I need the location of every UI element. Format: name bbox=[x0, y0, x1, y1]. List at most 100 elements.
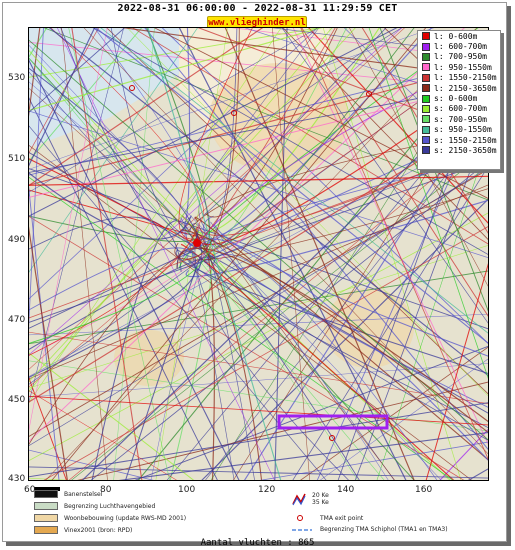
flight-track bbox=[118, 432, 488, 480]
legend-label: s: 0-600m bbox=[434, 94, 478, 104]
flight-track bbox=[212, 252, 451, 480]
x-tick: 100 bbox=[178, 485, 196, 495]
flight-track bbox=[29, 172, 192, 240]
key-tma-exit: TMA exit point bbox=[296, 514, 363, 522]
flight-track bbox=[29, 148, 488, 319]
legend-entry: s: 2150-3650m bbox=[418, 145, 500, 155]
flight-track bbox=[29, 97, 218, 480]
key-vinex: Vinex2001 (bron: RPD) bbox=[34, 526, 132, 534]
flight-track bbox=[43, 28, 488, 201]
flight-track bbox=[29, 270, 488, 345]
flight-track bbox=[29, 28, 96, 167]
holding-pattern bbox=[277, 414, 389, 430]
flight-track bbox=[29, 331, 488, 404]
flight-track bbox=[203, 215, 488, 408]
flight-track bbox=[29, 28, 264, 187]
legend-swatch bbox=[422, 32, 430, 41]
tma-exit-point bbox=[366, 91, 372, 97]
legend-swatch bbox=[422, 52, 430, 61]
flight-track bbox=[132, 28, 488, 245]
boundary-swatch bbox=[34, 502, 58, 510]
y-tick: 510 bbox=[8, 154, 26, 164]
flight-track bbox=[29, 28, 41, 117]
flight-track bbox=[300, 28, 488, 460]
legend-entry: l: 950-1550m bbox=[418, 62, 500, 72]
flight-track bbox=[71, 28, 143, 480]
key-housing: Woonbebouwing (update RWS-MD 2001) bbox=[34, 514, 186, 522]
flight-track bbox=[29, 402, 488, 478]
flight-track bbox=[110, 28, 194, 235]
legend-swatch bbox=[422, 84, 430, 93]
y-tick: 490 bbox=[8, 235, 26, 245]
flight-track bbox=[179, 28, 191, 234]
flight-track bbox=[68, 133, 488, 480]
flight-track bbox=[29, 395, 488, 426]
flight-track bbox=[29, 28, 402, 356]
legend-entry: l: 600-700m bbox=[418, 41, 500, 51]
x-tick: 160 bbox=[415, 485, 433, 495]
flight-track bbox=[29, 28, 198, 273]
legend-swatch bbox=[422, 136, 430, 145]
flight-track bbox=[29, 28, 398, 217]
flight-track bbox=[29, 151, 488, 414]
flight-track bbox=[179, 28, 320, 225]
legend-swatch bbox=[422, 115, 430, 124]
flight-track bbox=[425, 263, 488, 480]
flight-track bbox=[181, 229, 488, 433]
y-tick: 470 bbox=[8, 315, 26, 325]
flight-track bbox=[29, 60, 488, 176]
flight-track bbox=[301, 28, 488, 317]
runway-swatch bbox=[34, 490, 58, 498]
vinex-swatch bbox=[34, 526, 58, 534]
flight-track bbox=[29, 216, 465, 480]
key-runway: Banenstelsel bbox=[34, 490, 102, 498]
legend-label: l: 2150-3650m bbox=[434, 83, 497, 93]
flight-track bbox=[29, 59, 240, 480]
legend-label: s: 700-950m bbox=[434, 114, 487, 124]
flight-track bbox=[29, 352, 195, 480]
flight-track bbox=[29, 466, 488, 479]
flight-track bbox=[29, 175, 488, 186]
legend-swatch bbox=[422, 94, 430, 103]
flight-track bbox=[29, 160, 488, 323]
flight-track bbox=[127, 28, 488, 396]
legend-entry: s: 950-1550m bbox=[418, 125, 500, 135]
flight-track bbox=[292, 165, 488, 480]
legend-label: l: 700-950m bbox=[434, 52, 487, 62]
legend-entry: s: 0-600m bbox=[418, 93, 500, 103]
flight-track bbox=[150, 239, 214, 480]
flight-track bbox=[29, 28, 48, 58]
tma-boundary-icon bbox=[292, 528, 312, 531]
legend-label: l: 600-700m bbox=[434, 42, 487, 52]
flight-track bbox=[29, 145, 472, 480]
flight-track bbox=[83, 28, 488, 455]
flight-track bbox=[322, 28, 462, 480]
flight-track bbox=[194, 216, 488, 461]
legend-label: s: 600-700m bbox=[434, 104, 487, 114]
map-key: Banenstelsel Begrenzing Luchthavengebied… bbox=[30, 488, 490, 536]
flight-track bbox=[178, 28, 479, 269]
flight-track bbox=[29, 67, 203, 272]
key-tma-boundary: Begrenzing TMA Schiphol (TMA1 en TMA3) bbox=[292, 526, 448, 533]
flight-track bbox=[186, 256, 488, 428]
time-range-title: 2022-08-31 06:00:00 - 2022-08-31 11:29:5… bbox=[117, 3, 398, 14]
flight-track bbox=[178, 28, 407, 480]
flight-track bbox=[29, 28, 318, 300]
flight-track bbox=[300, 346, 488, 480]
flight-track bbox=[29, 449, 154, 480]
flight-track bbox=[29, 184, 488, 380]
legend-entry: s: 700-950m bbox=[418, 114, 500, 124]
flight-track bbox=[282, 28, 488, 240]
flight-track bbox=[354, 121, 488, 480]
legend-swatch bbox=[422, 63, 430, 72]
flight-track bbox=[281, 28, 488, 324]
flight-track bbox=[29, 28, 108, 431]
flight-track bbox=[106, 28, 488, 395]
flight-track bbox=[274, 28, 288, 480]
flight-track bbox=[51, 28, 427, 480]
x-tick: 120 bbox=[258, 485, 276, 495]
flight-track bbox=[29, 223, 200, 388]
tma-exit-point bbox=[329, 435, 335, 441]
y-tick: 450 bbox=[8, 395, 26, 405]
scale-bar bbox=[34, 487, 60, 491]
